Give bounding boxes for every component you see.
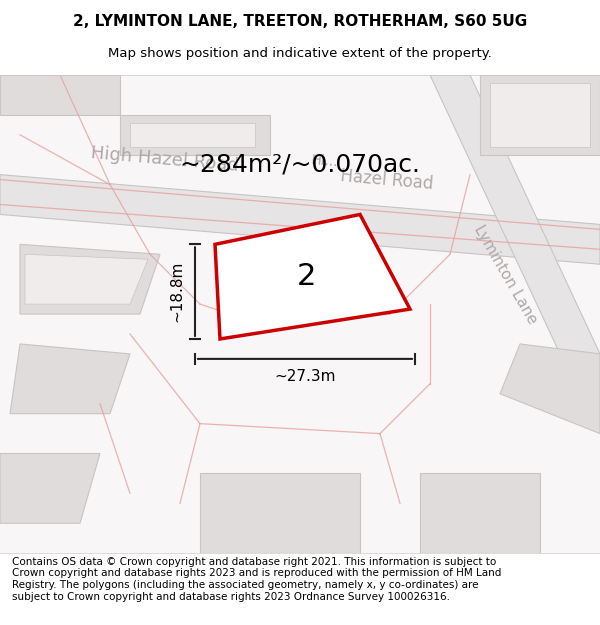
Text: Lyminton Lane: Lyminton Lane bbox=[470, 222, 539, 326]
Text: 2, LYMINTON LANE, TREETON, ROTHERHAM, S60 5UG: 2, LYMINTON LANE, TREETON, ROTHERHAM, S6… bbox=[73, 14, 527, 29]
Polygon shape bbox=[120, 115, 270, 154]
Polygon shape bbox=[0, 174, 600, 264]
Polygon shape bbox=[420, 474, 540, 553]
Polygon shape bbox=[10, 344, 130, 414]
Polygon shape bbox=[200, 474, 360, 553]
Polygon shape bbox=[20, 244, 160, 314]
Polygon shape bbox=[430, 75, 600, 354]
Text: ~27.3m: ~27.3m bbox=[274, 369, 336, 384]
Polygon shape bbox=[215, 214, 410, 339]
Text: Hazel Road: Hazel Road bbox=[340, 167, 434, 192]
Text: High Hazel Road: High Hazel Road bbox=[90, 144, 239, 175]
Polygon shape bbox=[0, 75, 120, 115]
Text: 2: 2 bbox=[296, 262, 316, 291]
Text: Map shows position and indicative extent of the property.: Map shows position and indicative extent… bbox=[108, 48, 492, 61]
Text: Contains OS data © Crown copyright and database right 2021. This information is : Contains OS data © Crown copyright and d… bbox=[12, 557, 502, 601]
Polygon shape bbox=[500, 344, 600, 434]
Polygon shape bbox=[25, 254, 148, 304]
Polygon shape bbox=[130, 122, 255, 147]
Polygon shape bbox=[0, 454, 100, 523]
Text: Hi...: Hi... bbox=[310, 154, 338, 170]
Text: ~284m²/~0.070ac.: ~284m²/~0.070ac. bbox=[179, 152, 421, 177]
Text: ~18.8m: ~18.8m bbox=[170, 261, 185, 322]
Polygon shape bbox=[480, 75, 600, 154]
Polygon shape bbox=[490, 83, 590, 147]
